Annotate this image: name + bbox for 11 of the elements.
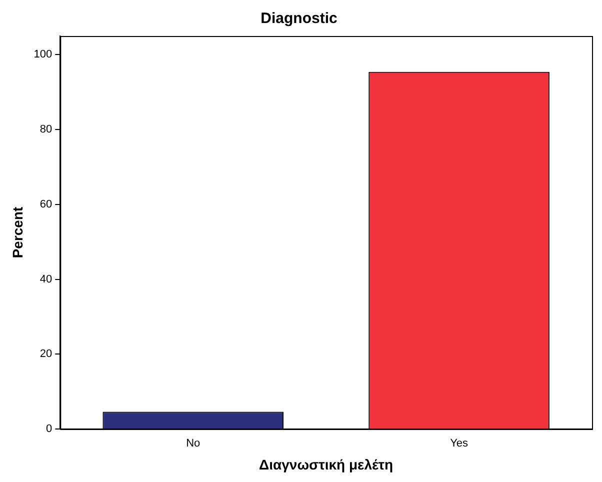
x-axis-title: Διαγνωστική μελέτη bbox=[259, 456, 394, 472]
y-tick-label: 100 bbox=[34, 48, 52, 61]
x-tick-label: Yes bbox=[450, 438, 469, 450]
y-tick-label: 20 bbox=[40, 348, 52, 360]
x-tick-label: No bbox=[186, 438, 200, 450]
y-axis-title: Percent bbox=[9, 206, 26, 258]
y-tick-label: 0 bbox=[46, 423, 52, 436]
y-tick-label: 40 bbox=[40, 273, 52, 286]
y-tick-label: 80 bbox=[40, 124, 52, 136]
chart-title: Diagnostic bbox=[260, 10, 338, 28]
y-tick-label: 60 bbox=[40, 198, 52, 210]
